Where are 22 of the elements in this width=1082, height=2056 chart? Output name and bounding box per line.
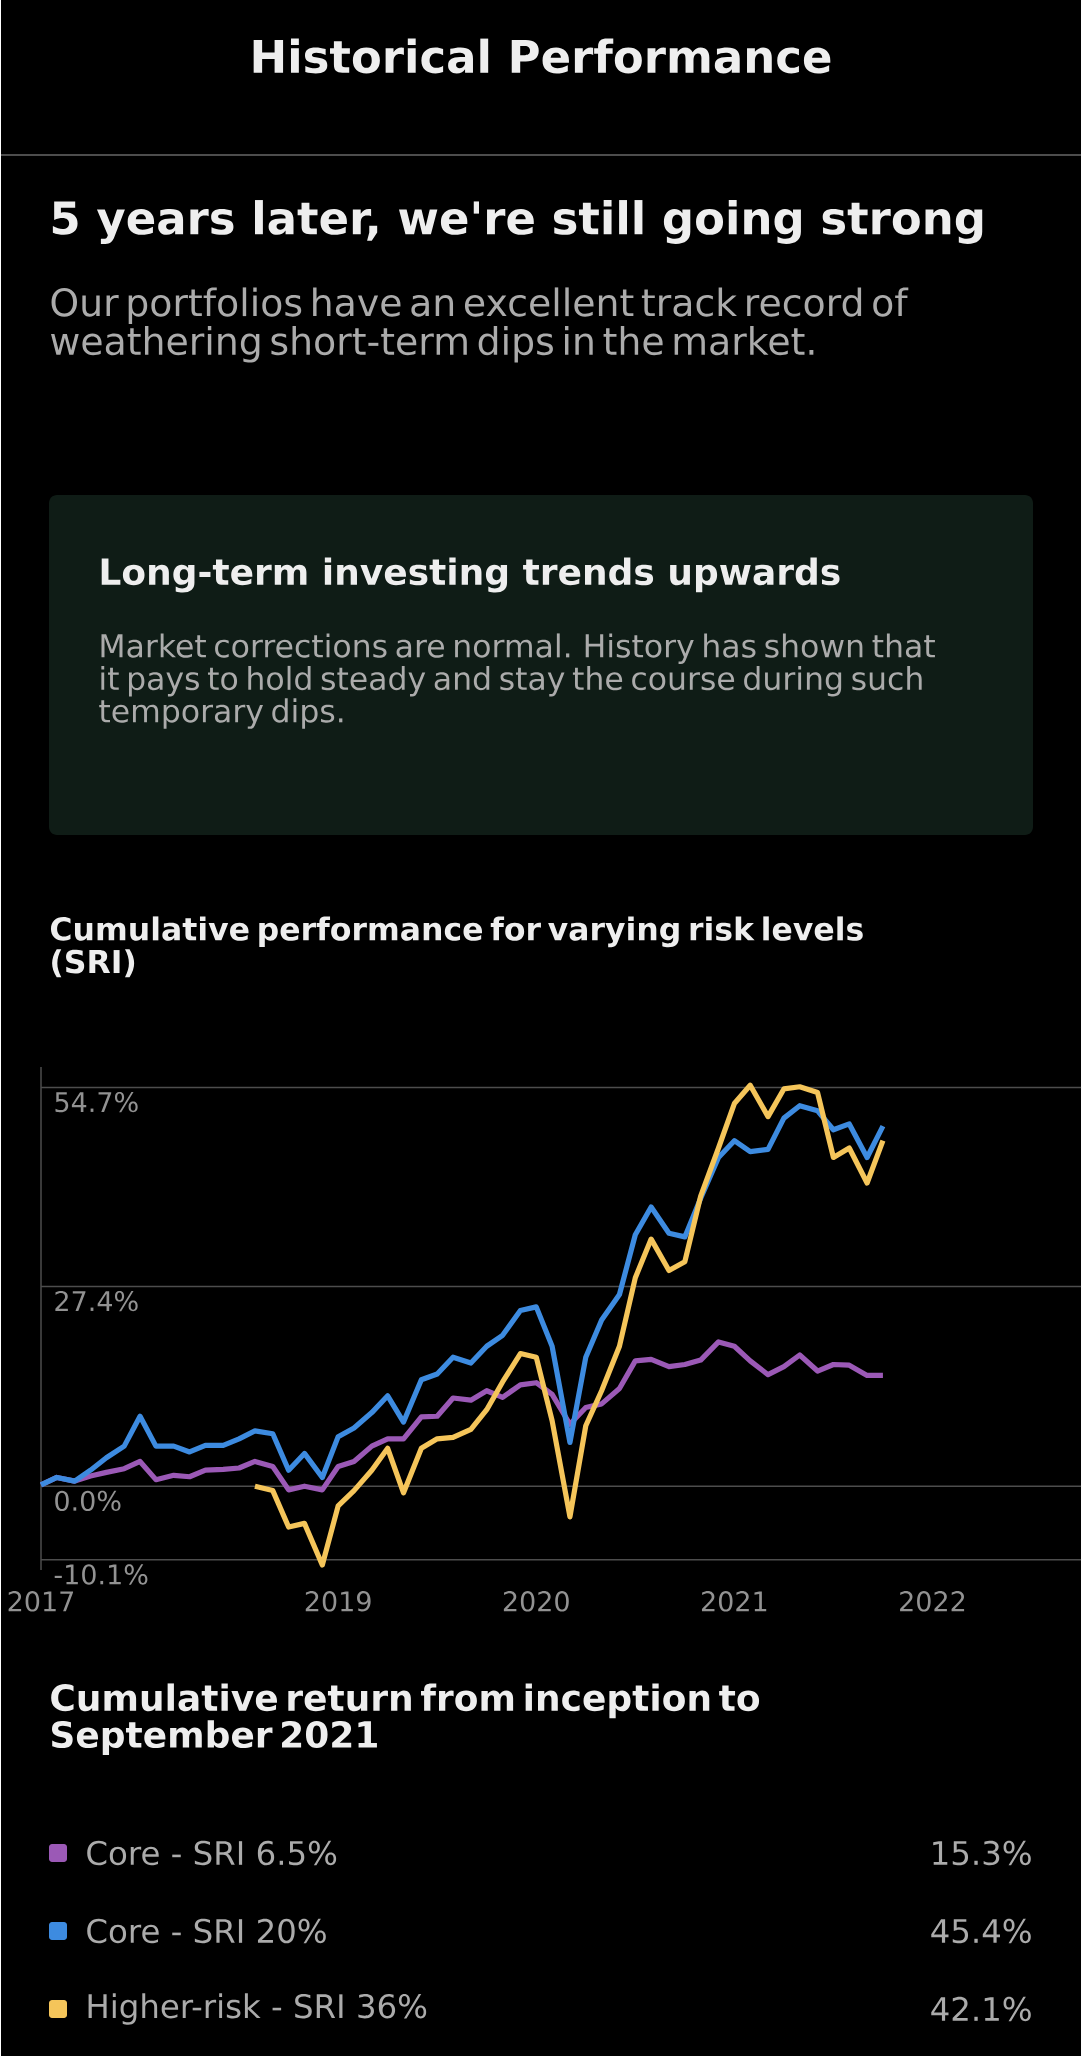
legend-label: Core - SRI 20% — [87, 1918, 326, 1944]
y-tick-label: 54.7% — [55, 1091, 138, 1113]
x-tick-label: 2021 — [701, 1591, 767, 1612]
x-tick-label: 2020 — [503, 1591, 569, 1612]
text: 15.3% — [933, 1840, 1031, 1866]
x-tick-label: 2019 — [305, 1591, 371, 1612]
text: Our portfolios have an excellent track record of weathering short-term dips in the market. — [50, 287, 909, 363]
text: Market corrections are normal. History has shown that it pays to hold steady and stay the course during such temporary dips. — [99, 633, 935, 729]
text: Historical Performance — [253, 38, 831, 74]
chart-title: Cumulative performance for varying risk levels (SRI) — [50, 916, 863, 978]
legend-label: Higher-risk - SRI 36% — [88, 1993, 427, 2025]
text: 42.1% — [931, 1996, 1031, 2022]
legend-label: Core - SRI 6.5% — [87, 1840, 337, 1866]
y-tick-label: 27.4% — [55, 1290, 138, 1312]
y-tick-label: -10.1% — [54, 1564, 148, 1585]
legend-title: Cumulative return from inception to September 2021 — [51, 1683, 760, 1756]
text: Long-term investing trends upwards — [101, 557, 840, 593]
y-tick-label: 0.0% — [55, 1490, 121, 1512]
x-tick-label: 2022 — [900, 1591, 965, 1612]
text: 5 years later, we're still going strong — [52, 200, 983, 244]
text: 45.4% — [931, 1918, 1031, 1944]
x-tick-label: 2017 — [8, 1591, 74, 1612]
